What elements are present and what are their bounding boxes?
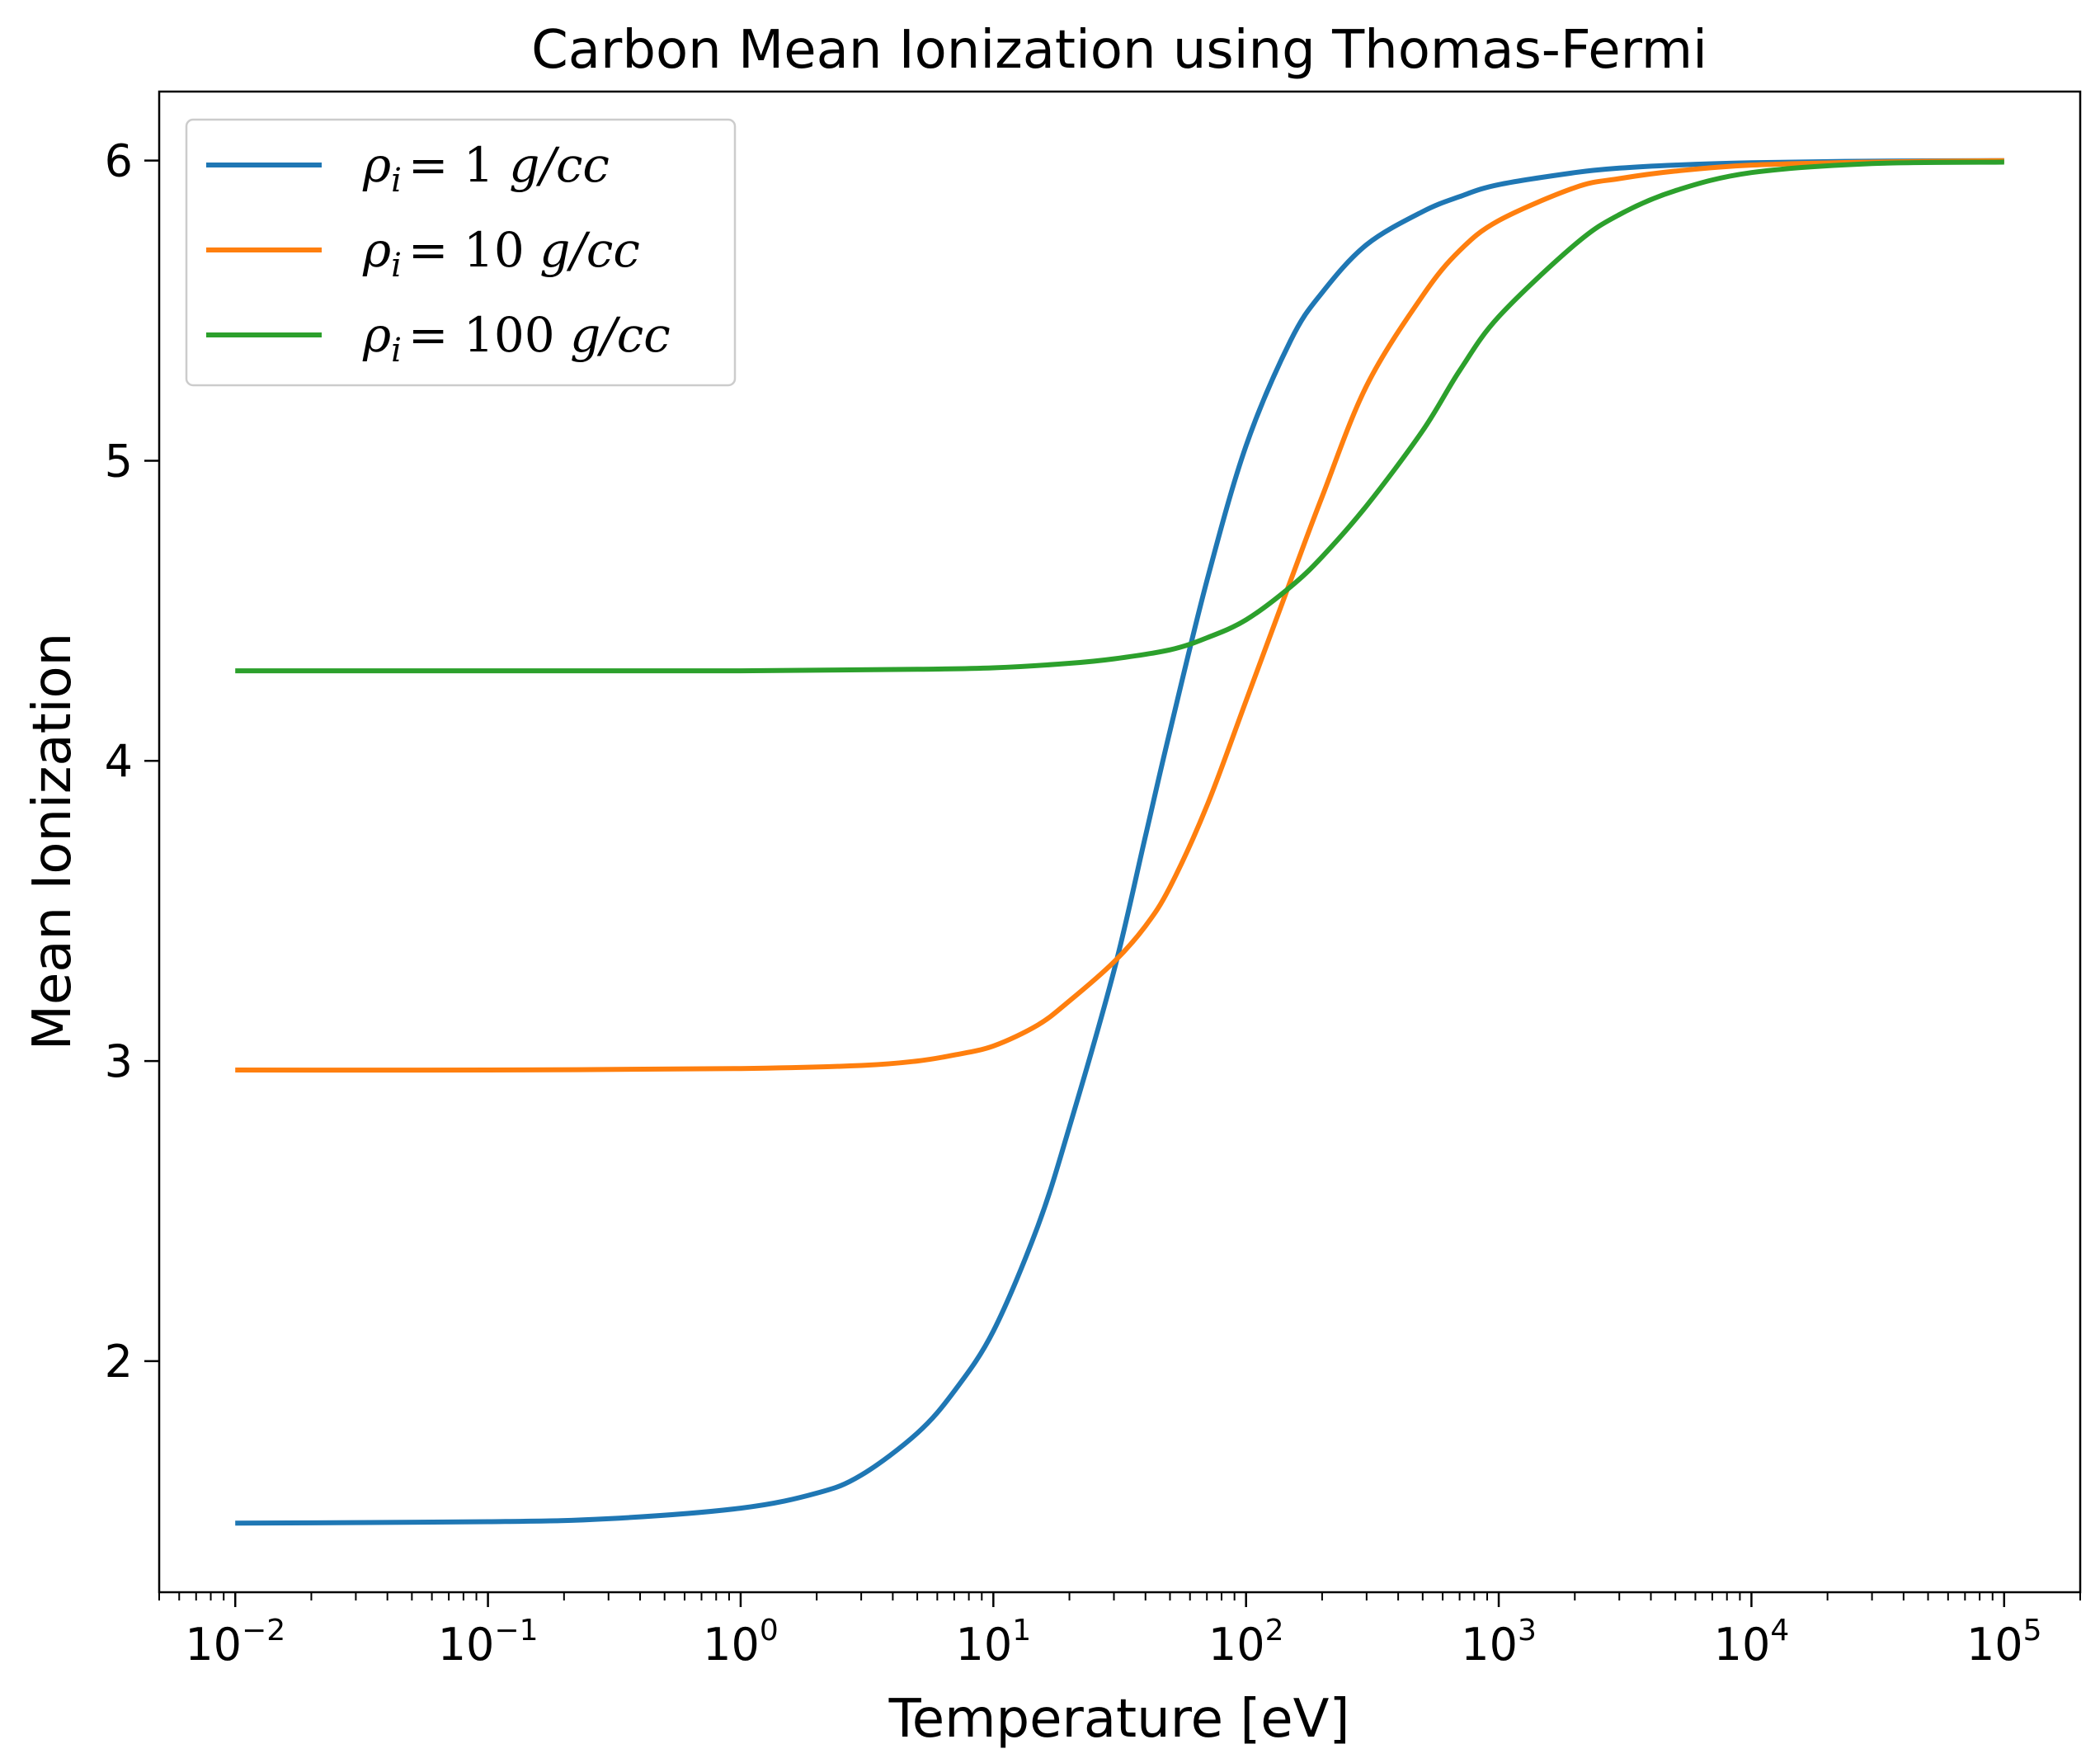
- x-tick-label: 101: [956, 1614, 1032, 1671]
- y-tick-label: 2: [105, 1336, 133, 1388]
- legend: ρi = 1 g/cc ρi = 10 g/cc ρi = 100 g/cc: [185, 118, 737, 387]
- x-tick-label: 104: [1714, 1614, 1790, 1671]
- y-axis-label: Mean Ionization: [22, 633, 83, 1051]
- legend-label-2: ρi = 10 g/cc: [362, 222, 640, 285]
- series-layer: [235, 158, 2004, 1526]
- legend-label-1: ρi = 1 g/cc: [362, 137, 610, 200]
- y-tick-label: 5: [105, 435, 133, 487]
- x-tick-label: 10−1: [438, 1614, 539, 1671]
- x-axis: 10−2 10−1 100 101 102 103 104 105: [158, 1592, 2081, 1671]
- y-tick-label: 6: [105, 135, 133, 187]
- x-tick-label: 10−2: [185, 1614, 285, 1671]
- y-tick-label: 3: [105, 1035, 133, 1087]
- series-line-2: [235, 158, 2004, 1073]
- chart-title: Carbon Mean Ionization using Thomas-Ferm…: [531, 20, 1707, 81]
- x-tick-label: 103: [1461, 1614, 1537, 1671]
- legend-label-3: ρi = 100 g/cc: [362, 307, 671, 370]
- x-tick-label: 100: [703, 1614, 779, 1671]
- x-axis-label: Temperature [eV]: [888, 1689, 1350, 1750]
- y-tick-label: 4: [105, 735, 133, 787]
- legend-box: [185, 118, 737, 387]
- x-tick-label: 105: [1966, 1614, 2042, 1671]
- series-line-1: [235, 158, 2004, 1526]
- x-tick-label: 102: [1208, 1614, 1284, 1671]
- series-line-3: [235, 159, 2004, 674]
- axes-frame: [158, 90, 2082, 1594]
- y-axis: 2 3 4 5 6: [105, 135, 159, 1388]
